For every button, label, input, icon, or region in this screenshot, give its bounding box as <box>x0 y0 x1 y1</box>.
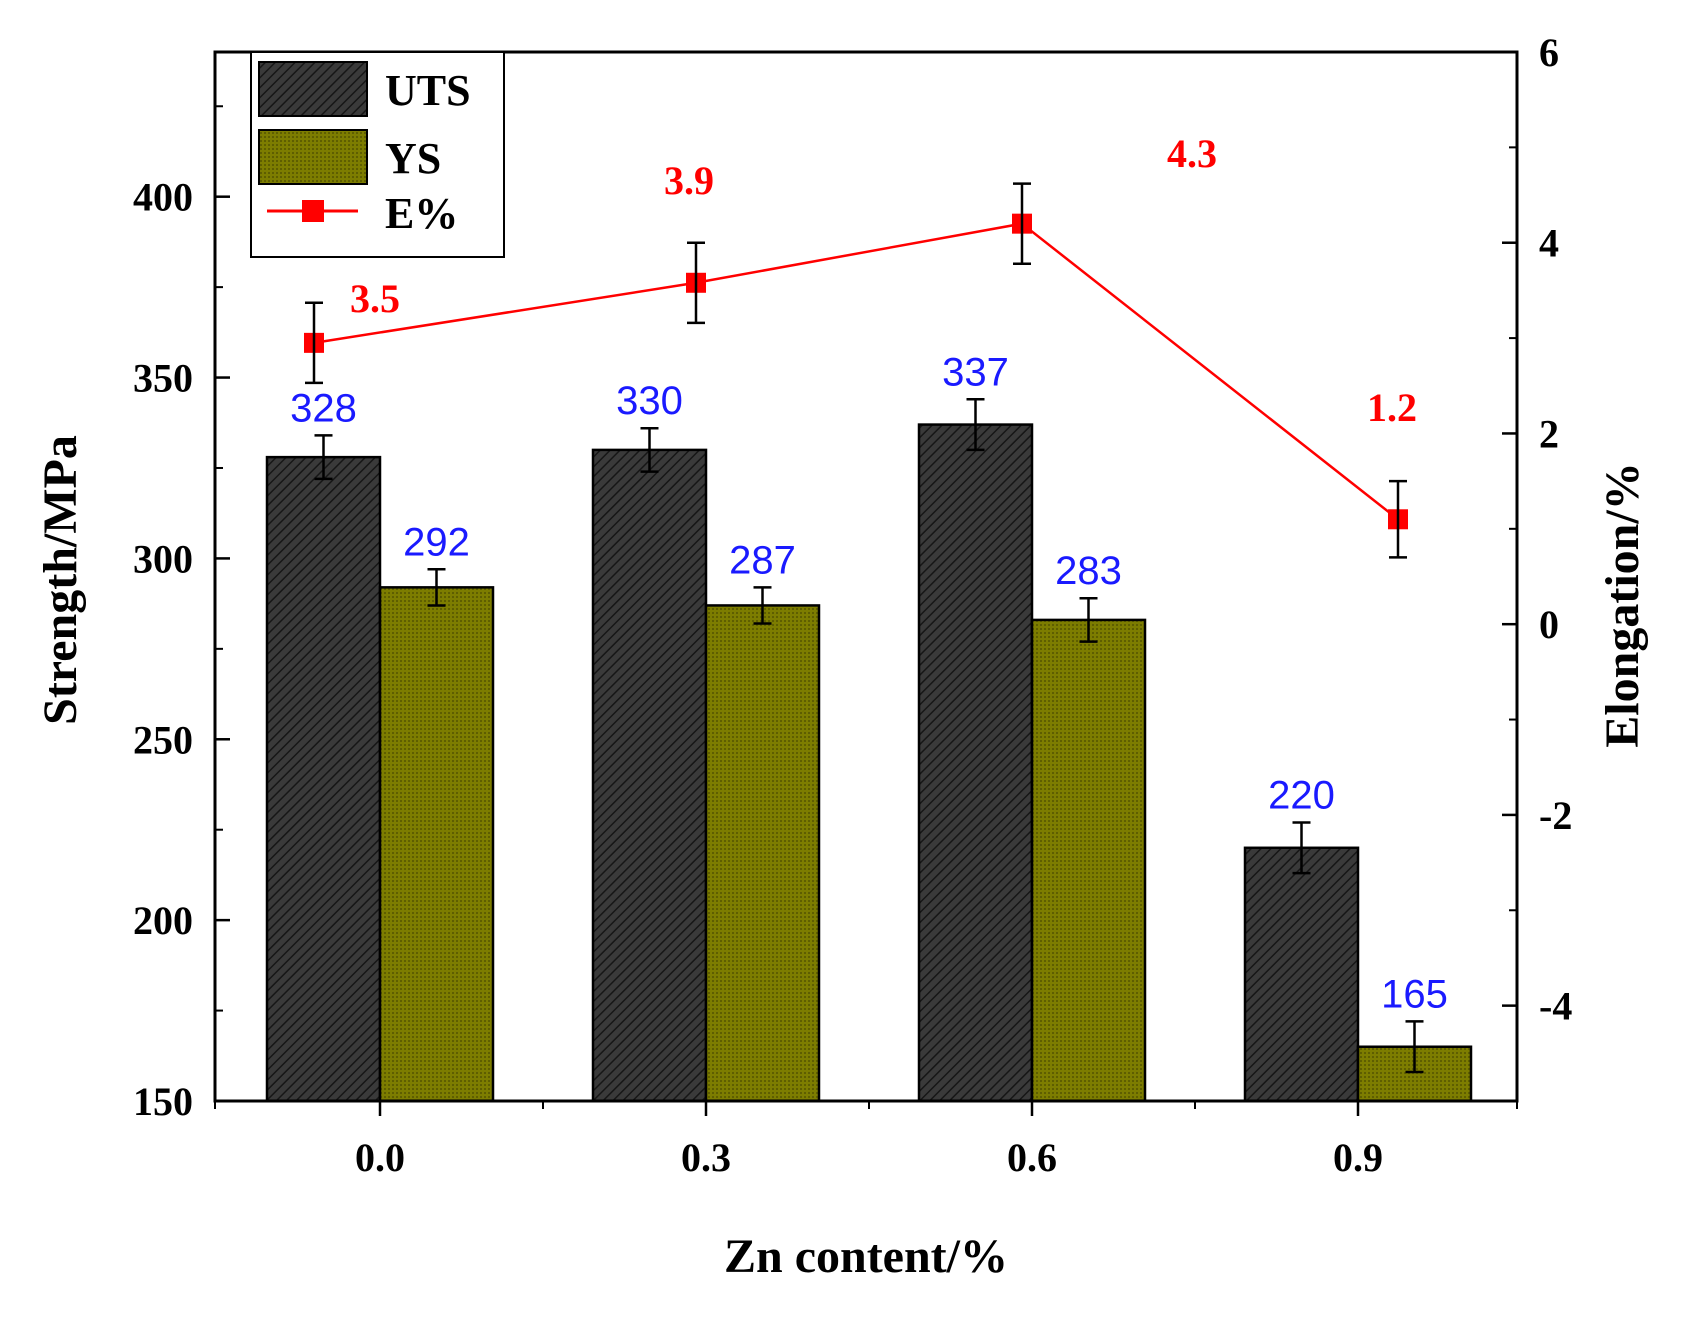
uts-bar-2 <box>917 423 1034 1103</box>
elongation-value-label-2: 4.3 <box>1167 131 1217 176</box>
y2-tick-label-2: 0 <box>1539 602 1559 647</box>
legend-label-ys: YS <box>385 134 441 183</box>
x-axis-title: Zn content/% <box>724 1230 1008 1283</box>
ys-bar-0 <box>378 586 495 1103</box>
x-tick-label-3: 0.9 <box>1333 1135 1383 1180</box>
ys-value-label-0: 292 <box>403 520 470 564</box>
legend-label-uts: UTS <box>385 66 471 115</box>
elongation-value-label-0: 3.5 <box>350 276 400 321</box>
ys-value-label-2: 283 <box>1055 549 1122 593</box>
y2-tick-label-1: -2 <box>1539 793 1572 838</box>
y-tick-label-4: 350 <box>133 356 193 401</box>
uts-value-label-3: 220 <box>1268 773 1335 817</box>
elongation-line <box>313 222 1399 521</box>
y2-tick-label-5: 6 <box>1539 30 1559 75</box>
x-tick-label-1: 0.3 <box>681 1135 731 1180</box>
uts-value-label-0: 328 <box>290 386 357 430</box>
x-tick-label-2: 0.6 <box>1007 1135 1057 1180</box>
uts-bar-0 <box>265 455 382 1103</box>
uts-value-label-2: 337 <box>942 350 1009 394</box>
y2-axis-title: Elongation/% <box>1596 462 1649 747</box>
uts-value-label-1: 330 <box>616 379 683 423</box>
legend-swatch-uts <box>258 61 368 117</box>
plot-frame <box>213 50 1519 1103</box>
y2-tick-label-4: 4 <box>1539 221 1559 266</box>
y-tick-label-1: 200 <box>133 898 193 943</box>
uts-bar-3 <box>1243 846 1360 1103</box>
y-tick-label-5: 400 <box>133 175 193 220</box>
x-tick-label-0: 0.0 <box>355 1135 405 1180</box>
uts-bar-1 <box>591 448 708 1103</box>
elongation-value-label-3: 1.2 <box>1367 385 1417 430</box>
elongation-value-label-1: 3.9 <box>664 158 714 203</box>
legend-swatch-ys <box>258 129 368 185</box>
legend-marker-e <box>302 200 324 222</box>
y-axis-title: Strength/MPa <box>34 435 87 725</box>
y-tick-label-0: 150 <box>133 1079 193 1124</box>
y2-tick-label-3: 2 <box>1539 411 1559 456</box>
y-tick-label-3: 300 <box>133 536 193 581</box>
ys-bar-1 <box>704 604 821 1103</box>
legend: UTS YS E% <box>250 51 505 258</box>
ys-bar-2 <box>1030 618 1147 1103</box>
y-tick-label-2: 250 <box>133 717 193 762</box>
ys-value-label-1: 287 <box>729 538 796 582</box>
y2-tick-label-0: -4 <box>1539 984 1572 1029</box>
ys-value-label-3: 165 <box>1381 972 1448 1016</box>
legend-label-e: E% <box>385 189 458 238</box>
